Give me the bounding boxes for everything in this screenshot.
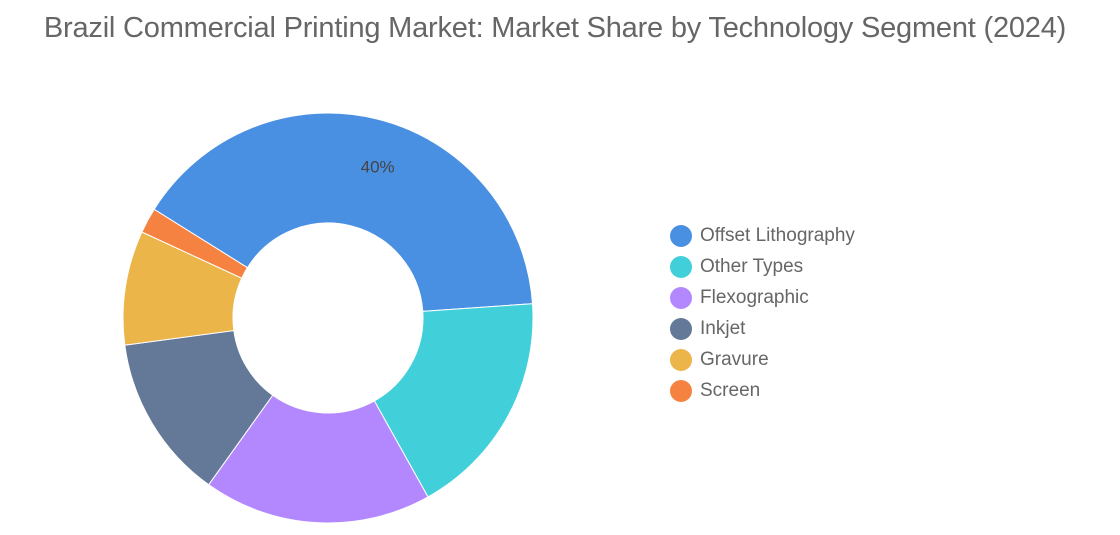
slice-flexographic[interactable] bbox=[207, 394, 429, 524]
data-label-offset-lithography: 40% bbox=[361, 157, 395, 176]
legend-item-flexographic[interactable]: Flexographic bbox=[670, 282, 1050, 313]
legend-marker bbox=[670, 255, 692, 278]
legend-label: Inkjet bbox=[700, 317, 746, 339]
legend-label: Other Types bbox=[700, 255, 804, 277]
slice-other-types[interactable] bbox=[373, 303, 534, 498]
slice-screen[interactable] bbox=[141, 208, 249, 279]
legend-label: Flexographic bbox=[700, 286, 809, 308]
legend-marker bbox=[670, 286, 692, 309]
legend-marker bbox=[670, 348, 692, 371]
slice-inkjet[interactable] bbox=[124, 330, 274, 486]
chart-title: Brazil Commercial Printing Market: Marke… bbox=[43, 12, 1067, 44]
legend-marker bbox=[670, 379, 692, 402]
legend-item-screen[interactable]: Screen bbox=[670, 375, 1050, 406]
legend-label: Offset Lithography bbox=[700, 224, 855, 246]
legend-item-inkjet[interactable]: Inkjet bbox=[670, 313, 1050, 344]
slice-offset-lithography[interactable] bbox=[153, 112, 534, 312]
legend-item-gravure[interactable]: Gravure bbox=[670, 344, 1050, 375]
legend-item-offset-lithography[interactable]: Offset Lithography bbox=[670, 220, 1050, 251]
chart-legend: Offset Lithography Other Types Flexographi… bbox=[670, 220, 1050, 406]
legend-marker bbox=[670, 317, 692, 340]
legend-item-other-types[interactable]: Other Types bbox=[670, 251, 1050, 282]
legend-label: Gravure bbox=[700, 348, 769, 370]
legend-label: Screen bbox=[700, 379, 761, 401]
legend-marker bbox=[670, 224, 692, 247]
